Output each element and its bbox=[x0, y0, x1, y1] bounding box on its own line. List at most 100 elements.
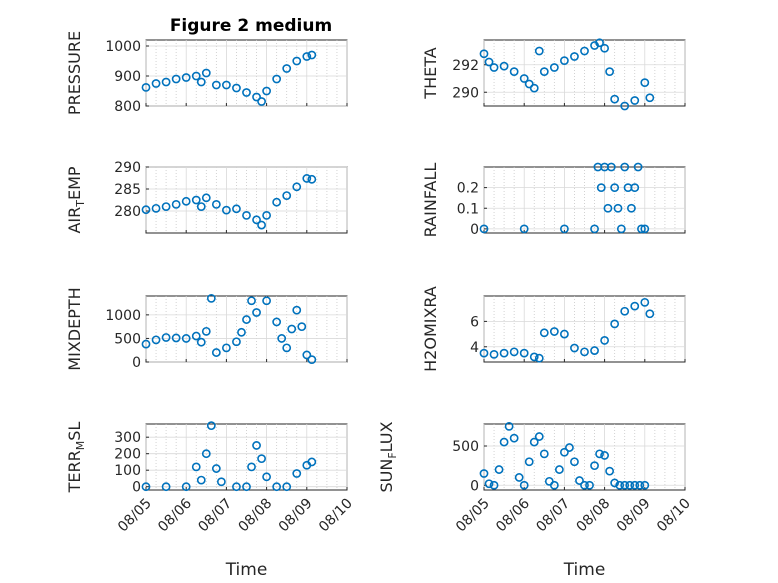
data-point bbox=[141, 83, 151, 92]
data-point bbox=[519, 74, 529, 83]
data-point bbox=[272, 197, 282, 207]
data-point bbox=[585, 480, 594, 490]
y-tick-label: 280 bbox=[114, 204, 141, 220]
data-point bbox=[211, 199, 221, 209]
data-point bbox=[262, 472, 271, 482]
data-point bbox=[262, 86, 271, 96]
data-point bbox=[161, 77, 171, 87]
data-point bbox=[242, 210, 251, 220]
data-point bbox=[252, 441, 261, 450]
data-point bbox=[539, 328, 549, 338]
y-axis-label: SUNFLUX bbox=[377, 421, 399, 492]
data-point bbox=[257, 97, 266, 106]
x-tick-label: 08/05 bbox=[115, 496, 155, 536]
data-point bbox=[297, 322, 307, 332]
subplot-third-left: 0 500 1000 MIXDEPTH bbox=[65, 287, 348, 371]
data-point bbox=[549, 63, 559, 72]
data-point bbox=[161, 482, 171, 492]
data-point bbox=[307, 50, 317, 60]
y-tick-label: 0 bbox=[132, 355, 141, 371]
y-tick-label: 0 bbox=[132, 480, 141, 496]
data-point bbox=[181, 73, 191, 82]
data-point bbox=[221, 80, 231, 90]
data-point bbox=[282, 482, 292, 492]
data-point bbox=[499, 437, 509, 447]
data-point bbox=[640, 224, 650, 234]
y-axis-label: H2OMIXRA bbox=[421, 286, 440, 372]
data-point bbox=[292, 182, 302, 192]
data-point bbox=[151, 335, 161, 345]
data-point bbox=[627, 203, 636, 213]
x-tick-label: 08/07 bbox=[533, 496, 573, 536]
x-tick-label: 08/06 bbox=[155, 495, 195, 535]
data-point bbox=[616, 224, 626, 234]
subplot-second-right: 0 0.1 0.2 RAINFALL bbox=[421, 162, 686, 238]
data-point bbox=[141, 482, 151, 492]
data-point bbox=[171, 333, 181, 343]
data-point bbox=[529, 437, 539, 447]
series-markers bbox=[141, 293, 317, 365]
data-point bbox=[272, 74, 282, 84]
data-point bbox=[509, 67, 519, 77]
data-point bbox=[613, 203, 623, 213]
x-tick-label: 08/10 bbox=[654, 496, 694, 536]
data-point bbox=[252, 215, 261, 225]
data-point bbox=[570, 52, 579, 61]
x-tick-label: 08/06 bbox=[493, 495, 533, 535]
data-point bbox=[620, 480, 630, 490]
data-point bbox=[590, 461, 599, 471]
y-axis-label: AIRTEMP bbox=[65, 166, 87, 233]
data-point bbox=[615, 480, 625, 490]
data-point bbox=[610, 183, 620, 193]
subplot-top-left: 800 900 1000 PRESSURE bbox=[65, 31, 348, 115]
data-point bbox=[161, 333, 171, 342]
data-point bbox=[645, 309, 655, 319]
data-point bbox=[600, 451, 609, 460]
data-point bbox=[201, 449, 211, 459]
data-point bbox=[549, 480, 559, 490]
y-tick-label: 285 bbox=[114, 182, 141, 198]
data-point bbox=[575, 476, 584, 485]
data-point bbox=[529, 352, 539, 362]
data-point bbox=[232, 337, 241, 347]
data-point bbox=[307, 457, 317, 467]
subplot-top-right: 290 292 THETA bbox=[421, 38, 686, 111]
data-point bbox=[534, 46, 544, 56]
data-point bbox=[605, 466, 615, 476]
y-tick-label: 1000 bbox=[105, 39, 141, 55]
data-point bbox=[514, 473, 524, 482]
data-point bbox=[479, 348, 489, 358]
data-point bbox=[232, 482, 241, 492]
data-point bbox=[196, 475, 206, 485]
data-point bbox=[484, 57, 494, 67]
data-point bbox=[151, 79, 161, 88]
y-tick-label: 4 bbox=[470, 340, 479, 356]
data-point bbox=[580, 480, 589, 490]
y-tick-label: 300 bbox=[114, 430, 141, 446]
data-point bbox=[504, 421, 514, 431]
figure-title: Figure 2 medium bbox=[170, 16, 332, 36]
data-point bbox=[141, 339, 151, 349]
data-point bbox=[479, 469, 489, 478]
data-point bbox=[600, 43, 609, 53]
data-point bbox=[201, 193, 211, 203]
data-point bbox=[630, 96, 640, 105]
y-axis-label: RAINFALL bbox=[421, 163, 440, 238]
data-point bbox=[287, 324, 297, 334]
subplot-bottom-right: 0 500 08/05 08/06 08/07 08/08 08/09 08/10 SUNFLU… bbox=[377, 421, 694, 580]
data-point bbox=[529, 83, 539, 93]
series-markers bbox=[479, 38, 655, 111]
data-point bbox=[272, 482, 282, 492]
data-point bbox=[191, 195, 201, 205]
data-point bbox=[201, 68, 211, 78]
data-point bbox=[181, 334, 191, 343]
x-tick-label: 08/08 bbox=[236, 496, 276, 536]
data-point bbox=[519, 224, 529, 234]
data-point bbox=[600, 336, 609, 345]
data-point bbox=[479, 49, 489, 59]
data-point bbox=[206, 421, 216, 431]
data-point bbox=[565, 443, 574, 452]
data-point bbox=[196, 202, 206, 211]
data-point bbox=[161, 202, 171, 211]
